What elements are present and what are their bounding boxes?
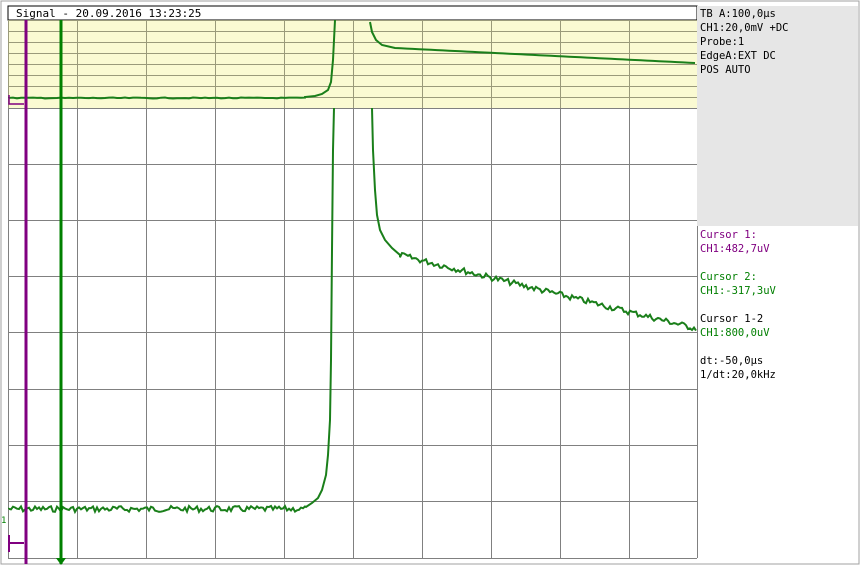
timebase-setting: TB A:100,0µs	[700, 8, 776, 20]
cursor-2-handle[interactable]	[56, 558, 66, 565]
cursor-1-label: Cursor 1:	[700, 229, 757, 241]
position-setting: POS AUTO	[700, 64, 751, 76]
cursor-2-label: Cursor 2:	[700, 271, 757, 283]
channel-1-marker[interactable]: 1	[1, 516, 6, 526]
cursor-2-value: CH1:-317,3uV	[700, 285, 776, 297]
main-grid	[8, 108, 698, 559]
probe-setting: Probe:1	[700, 36, 745, 48]
channel-setting: CH1:20,0mV +DC	[700, 22, 789, 34]
delta-time: dt:-50,0µs	[700, 355, 764, 367]
measurement-panel: TB A:100,0µs CH1:20,0mV +DC Probe:1 Edge…	[697, 6, 858, 562]
settings-panel: TB A:100,0µs CH1:20,0mV +DC Probe:1 Edge…	[697, 6, 858, 226]
edge-setting: EdgeA:EXT DC	[700, 50, 776, 62]
window-title: Signal - 20.09.2016 13:23:25	[16, 7, 201, 20]
overview-view-marker	[8, 95, 24, 105]
inverse-delta-time: 1/dt:20,0kHz	[700, 369, 776, 381]
cursor-diff-label: Cursor 1-2	[700, 313, 764, 325]
cursor-1-value: CH1:482,7uV	[700, 243, 770, 255]
cursor-diff-value: CH1:800,0uV	[700, 327, 770, 339]
trigger-marker[interactable]	[8, 535, 24, 552]
